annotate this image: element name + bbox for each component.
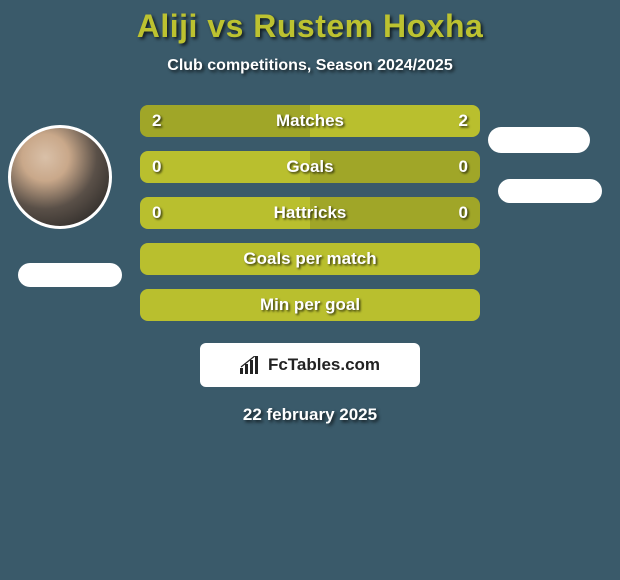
fctables-logo: FcTables.com	[200, 343, 420, 387]
stat-value-left: 0	[152, 203, 161, 223]
stat-bar-goals: 0 Goals 0	[140, 151, 480, 183]
stat-value-left: 2	[152, 111, 161, 131]
stat-label: Min per goal	[260, 295, 360, 315]
stat-bars: 2 Matches 2 0 Goals 0 0 Hattricks 0 Goal…	[140, 105, 480, 321]
player-left-name-pill	[18, 263, 122, 287]
player-right-name-pill	[498, 179, 602, 203]
stat-label: Hattricks	[274, 203, 347, 223]
page-title: Aliji vs Rustem Hoxha	[0, 0, 620, 45]
stat-bar-right-half	[310, 151, 480, 183]
date-label: 22 february 2025	[0, 405, 620, 425]
subtitle: Club competitions, Season 2024/2025	[0, 57, 620, 75]
stat-value-right: 0	[459, 203, 468, 223]
stat-label: Matches	[276, 111, 344, 131]
stat-value-right: 2	[459, 111, 468, 131]
stat-value-right: 0	[459, 157, 468, 177]
stat-bar-goals-per-match: Goals per match	[140, 243, 480, 275]
player-right-avatar-pill	[488, 127, 590, 153]
stat-bar-left-half	[140, 151, 310, 183]
comparison-panel: 2 Matches 2 0 Goals 0 0 Hattricks 0 Goal…	[0, 105, 620, 425]
stat-bar-min-per-goal: Min per goal	[140, 289, 480, 321]
player-left-avatar	[8, 125, 112, 229]
stat-value-left: 0	[152, 157, 161, 177]
stat-bar-matches: 2 Matches 2	[140, 105, 480, 137]
logo-text: FcTables.com	[268, 355, 380, 375]
stat-label: Goals	[286, 157, 333, 177]
stat-label: Goals per match	[243, 249, 376, 269]
stat-bar-hattricks: 0 Hattricks 0	[140, 197, 480, 229]
bar-chart-icon	[240, 356, 262, 374]
